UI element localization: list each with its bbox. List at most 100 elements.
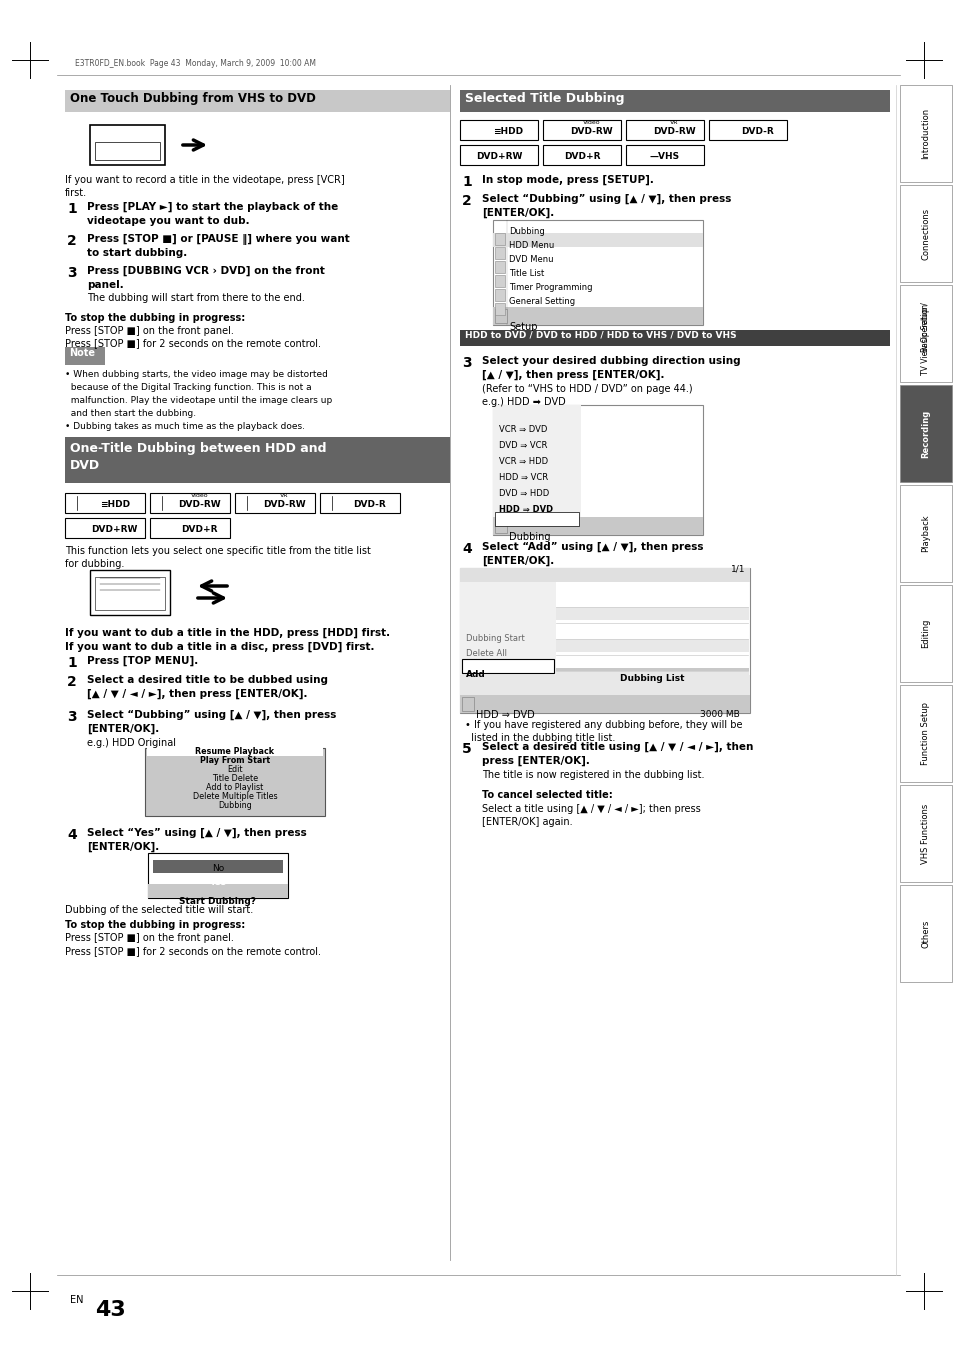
Text: The title is now registered in the dubbing list.: The title is now registered in the dubbi… xyxy=(481,770,703,780)
FancyBboxPatch shape xyxy=(542,145,620,165)
Text: DVD+RW: DVD+RW xyxy=(91,526,137,534)
Text: Select a title using [▲ / ▼ / ◄ / ►]; then press: Select a title using [▲ / ▼ / ◄ / ►]; th… xyxy=(481,804,700,815)
Text: Add: Add xyxy=(465,670,485,680)
Text: 3: 3 xyxy=(461,357,471,370)
Circle shape xyxy=(0,1289,40,1333)
Text: [ENTER/OK].: [ENTER/OK]. xyxy=(87,842,159,852)
Text: DVD-RW: DVD-RW xyxy=(178,500,221,509)
Text: HDD ⇒ DVD: HDD ⇒ DVD xyxy=(476,711,535,720)
FancyBboxPatch shape xyxy=(459,676,749,694)
FancyBboxPatch shape xyxy=(234,493,314,513)
FancyBboxPatch shape xyxy=(542,120,620,141)
Text: DVD-R: DVD-R xyxy=(353,500,386,509)
Text: To stop the dubbing in progress:: To stop the dubbing in progress: xyxy=(65,920,245,929)
Text: 2: 2 xyxy=(67,676,76,689)
FancyBboxPatch shape xyxy=(495,247,504,259)
Text: 1: 1 xyxy=(67,203,76,216)
Text: Select “Yes” using [▲ / ▼], then press: Select “Yes” using [▲ / ▼], then press xyxy=(87,828,307,838)
FancyBboxPatch shape xyxy=(556,657,748,676)
Text: Video: Video xyxy=(191,493,208,499)
Text: DVD-RW: DVD-RW xyxy=(570,127,612,136)
Text: If you want to dub a title in the HDD, press [HDD] first.: If you want to dub a title in the HDD, p… xyxy=(65,628,390,638)
FancyBboxPatch shape xyxy=(65,493,145,513)
FancyBboxPatch shape xyxy=(150,517,230,538)
FancyBboxPatch shape xyxy=(495,232,504,245)
FancyBboxPatch shape xyxy=(899,785,951,882)
Text: HDD Menu: HDD Menu xyxy=(509,240,554,250)
FancyBboxPatch shape xyxy=(319,493,399,513)
Text: DVD Menu: DVD Menu xyxy=(509,255,553,263)
Text: If you want to dub a title in a disc, press [DVD] first.: If you want to dub a title in a disc, pr… xyxy=(65,642,375,653)
Text: videotape you want to dub.: videotape you want to dub. xyxy=(87,216,250,226)
Text: Setup: Setup xyxy=(509,322,537,332)
FancyBboxPatch shape xyxy=(495,276,504,286)
FancyBboxPatch shape xyxy=(65,347,105,365)
Text: The dubbing will start from there to the end.: The dubbing will start from there to the… xyxy=(87,293,305,303)
Text: 1: 1 xyxy=(461,176,471,189)
FancyBboxPatch shape xyxy=(493,405,580,517)
FancyBboxPatch shape xyxy=(495,519,506,534)
FancyBboxPatch shape xyxy=(461,659,554,673)
FancyBboxPatch shape xyxy=(459,330,889,346)
Text: In stop mode, press [SETUP].: In stop mode, press [SETUP]. xyxy=(481,176,653,185)
Text: Others: Others xyxy=(921,919,929,947)
Text: Playback: Playback xyxy=(921,515,929,553)
Text: VCR ⇒ HDD: VCR ⇒ HDD xyxy=(498,457,548,466)
Text: [▲ / ▼], then press [ENTER/OK].: [▲ / ▼], then press [ENTER/OK]. xyxy=(481,370,664,380)
Text: DVD+RW: DVD+RW xyxy=(476,153,521,161)
Circle shape xyxy=(27,57,33,63)
Text: Dubbing: Dubbing xyxy=(218,801,252,811)
Text: DVD-RW: DVD-RW xyxy=(653,127,695,136)
Text: DVD ⇒ VCR: DVD ⇒ VCR xyxy=(498,440,547,450)
Text: Dubbing: Dubbing xyxy=(509,532,550,542)
Text: Recording: Recording xyxy=(921,409,929,458)
Text: To cancel selected title:: To cancel selected title: xyxy=(481,790,612,800)
Text: Editing: Editing xyxy=(921,619,929,648)
Text: • Dubbing takes as much time as the playback does.: • Dubbing takes as much time as the play… xyxy=(65,422,305,431)
Text: [ENTER/OK].: [ENTER/OK]. xyxy=(481,557,554,566)
Text: Yes: Yes xyxy=(210,878,226,888)
Text: 5: 5 xyxy=(461,742,471,757)
FancyBboxPatch shape xyxy=(556,623,748,636)
FancyBboxPatch shape xyxy=(556,639,748,653)
Text: press [ENTER/OK].: press [ENTER/OK]. xyxy=(481,757,589,766)
Text: Start Dubbing?: Start Dubbing? xyxy=(179,897,256,907)
FancyBboxPatch shape xyxy=(625,120,703,141)
FancyBboxPatch shape xyxy=(90,570,170,615)
Text: DVD+R: DVD+R xyxy=(563,153,599,161)
Text: EN: EN xyxy=(70,1296,84,1305)
Text: ≡HDD: ≡HDD xyxy=(493,127,523,136)
Text: Dubbing Start: Dubbing Start xyxy=(465,634,524,643)
FancyBboxPatch shape xyxy=(145,748,325,816)
FancyBboxPatch shape xyxy=(708,120,786,141)
FancyBboxPatch shape xyxy=(899,585,951,682)
Text: Selected Title Dubbing: Selected Title Dubbing xyxy=(464,92,624,105)
FancyBboxPatch shape xyxy=(459,694,749,713)
Text: Title Delete: Title Delete xyxy=(212,774,258,784)
Text: Note: Note xyxy=(69,349,95,358)
FancyBboxPatch shape xyxy=(459,91,889,112)
Text: One Touch Dubbing from VHS to DVD: One Touch Dubbing from VHS to DVD xyxy=(70,92,315,105)
FancyBboxPatch shape xyxy=(65,517,145,538)
Text: Select “Dubbing” using [▲ / ▼], then press: Select “Dubbing” using [▲ / ▼], then pre… xyxy=(481,195,731,204)
Text: 43: 43 xyxy=(95,1300,126,1320)
FancyBboxPatch shape xyxy=(899,885,951,982)
Circle shape xyxy=(913,1289,953,1333)
Circle shape xyxy=(99,141,117,159)
Text: • If you have registered any dubbing before, they will be: • If you have registered any dubbing bef… xyxy=(464,720,741,730)
FancyBboxPatch shape xyxy=(493,220,702,326)
Text: 2: 2 xyxy=(67,234,76,249)
FancyBboxPatch shape xyxy=(459,567,749,582)
Text: to start dubbing.: to start dubbing. xyxy=(87,249,187,258)
Ellipse shape xyxy=(240,142,250,149)
Circle shape xyxy=(913,18,953,62)
FancyBboxPatch shape xyxy=(147,746,323,757)
FancyBboxPatch shape xyxy=(493,517,702,535)
Text: If you want to record a title in the videotape, press [VCR]: If you want to record a title in the vid… xyxy=(65,176,344,185)
Text: • When dubbing starts, the video image may be distorted: • When dubbing starts, the video image m… xyxy=(65,370,328,380)
Text: 4: 4 xyxy=(67,828,76,842)
FancyBboxPatch shape xyxy=(152,861,283,873)
Text: 1: 1 xyxy=(67,657,76,670)
Text: DVD: DVD xyxy=(70,459,100,471)
Text: (Refer to “VHS to HDD / DVD” on page 44.): (Refer to “VHS to HDD / DVD” on page 44.… xyxy=(481,384,692,394)
